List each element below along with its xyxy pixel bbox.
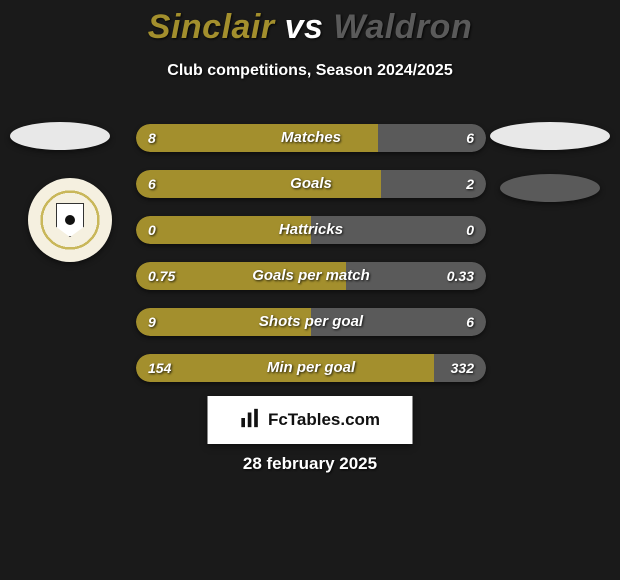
bars-icon bbox=[240, 407, 262, 434]
crest-ring bbox=[35, 185, 105, 255]
team-badge-left-placeholder bbox=[10, 122, 110, 150]
stat-row-shots-per-goal: Shots per goal9 6 bbox=[136, 308, 486, 336]
player2-name: Waldron bbox=[333, 8, 472, 46]
stat-label: Goals per match bbox=[136, 262, 486, 290]
comparison-bars: Matches86Goals62Hattricks00Goals per mat… bbox=[136, 124, 486, 400]
stat-value-right: 6 bbox=[466, 308, 474, 336]
stat-value-right: 2 bbox=[466, 170, 474, 198]
date-text: 28 february 2025 bbox=[0, 454, 620, 474]
stat-value-right: 0 bbox=[466, 216, 474, 244]
stat-row-hattricks: Hattricks0 0 bbox=[136, 216, 486, 244]
vs-text: vs bbox=[285, 8, 324, 46]
player1-name: Sinclair bbox=[148, 8, 275, 46]
stat-label: Matches bbox=[136, 124, 486, 152]
stat-row-goals-per-match: Goals per match0.75 0.33 bbox=[136, 262, 486, 290]
branding-badge: FcTables.com bbox=[208, 396, 413, 444]
stat-value-right: 332 bbox=[451, 354, 474, 382]
stat-value-left: 0 bbox=[148, 216, 156, 244]
stat-value-left: 9 bbox=[148, 308, 156, 336]
stat-label: Hattricks bbox=[136, 216, 486, 244]
stat-row-matches: Matches8 6 bbox=[136, 124, 486, 152]
stat-label: Shots per goal bbox=[136, 308, 486, 336]
stat-row-min-per-goal: Min per goal154 332 bbox=[136, 354, 486, 382]
branding-text: FcTables.com bbox=[268, 410, 380, 430]
crest-ball-icon bbox=[65, 215, 75, 225]
stat-row-goals: Goals6 2 bbox=[136, 170, 486, 198]
stat-value-left: 6 bbox=[148, 170, 156, 198]
stat-label: Min per goal bbox=[136, 354, 486, 382]
stat-value-left: 0.75 bbox=[148, 262, 175, 290]
stat-value-left: 8 bbox=[148, 124, 156, 152]
stat-label: Goals bbox=[136, 170, 486, 198]
team-badge-right-placeholder-1 bbox=[490, 122, 610, 150]
stat-value-left: 154 bbox=[148, 354, 171, 382]
club-crest bbox=[28, 178, 112, 262]
stat-value-right: 6 bbox=[466, 124, 474, 152]
subtitle: Club competitions, Season 2024/2025 bbox=[0, 62, 620, 80]
team-badge-right-placeholder-2 bbox=[500, 174, 600, 202]
page-title: Sinclair vs Waldron bbox=[0, 8, 620, 47]
stat-value-right: 0.33 bbox=[447, 262, 474, 290]
